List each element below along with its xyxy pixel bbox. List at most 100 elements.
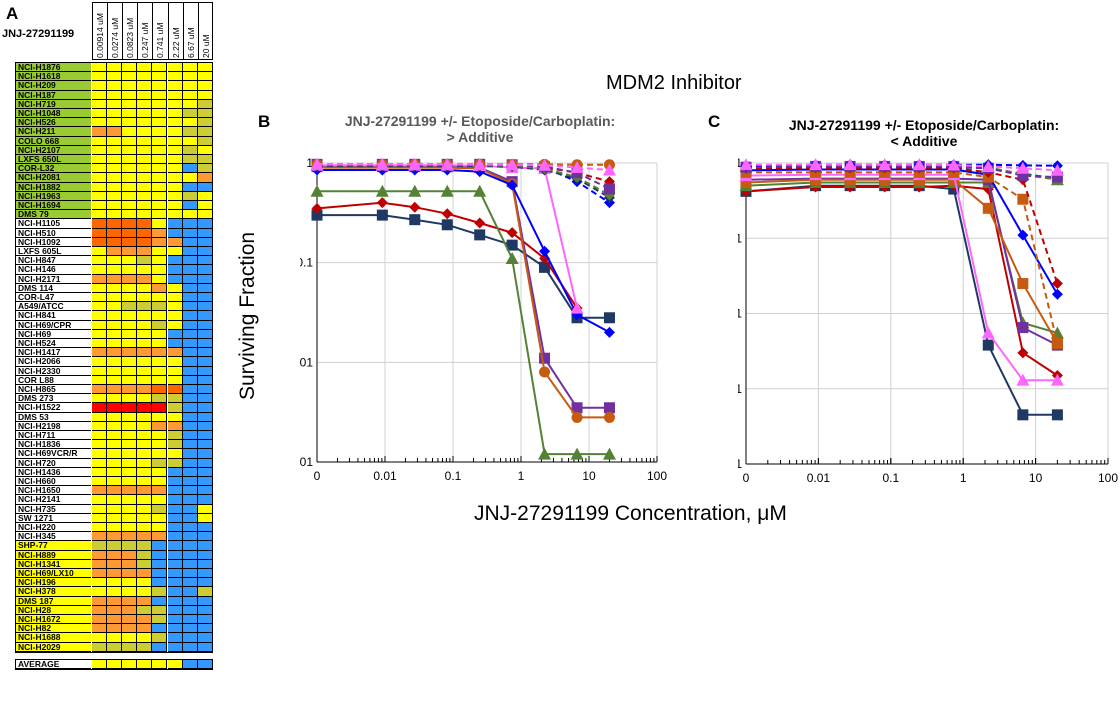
heatmap-cell [182, 366, 198, 376]
heatmap-cell [197, 219, 213, 229]
heatmap-cell [152, 81, 168, 91]
heatmap-cell [152, 513, 168, 523]
heatmap-cell [107, 201, 123, 211]
heatmap-cell [182, 541, 198, 551]
heatmap-cell [122, 421, 138, 431]
chart-b-title-line2: > Additive [446, 129, 514, 145]
heatmap-cell [197, 394, 213, 404]
heatmap-row-label: NCI-H2171 [16, 274, 91, 284]
heatmap-cell [92, 412, 108, 422]
heatmap-cell [152, 302, 168, 312]
data-point-square [1017, 170, 1029, 182]
heatmap-cell [167, 385, 183, 395]
heatmap-header-divider [107, 2, 109, 60]
heatmap-cell [92, 659, 108, 669]
heatmap-cell [197, 587, 213, 597]
data-point-square [603, 312, 615, 324]
heatmap-cell [92, 495, 108, 505]
heatmap-row-label: NCI-H220 [16, 523, 91, 533]
data-point-square [1017, 322, 1029, 334]
heatmap-cell [92, 210, 108, 220]
heatmap-cell [122, 403, 138, 413]
heatmap-cell [197, 605, 213, 615]
heatmap-cell [167, 642, 183, 652]
heatmap-cell [137, 127, 153, 137]
heatmap-cell [92, 201, 108, 211]
heatmap-cell [197, 569, 213, 579]
x-tick-label: 100 [647, 469, 667, 483]
heatmap-cell [152, 578, 168, 588]
heatmap-cell [197, 596, 213, 606]
data-point-diamond [1017, 347, 1029, 359]
data-point-triangle [570, 301, 584, 314]
heatmap-row-label: NCI-H1048 [16, 109, 91, 119]
heatmap-cell [122, 283, 138, 293]
data-point-triangle [408, 157, 422, 170]
heatmap-cell [137, 302, 153, 312]
heatmap-cell [107, 293, 123, 303]
heatmap-cell [122, 329, 138, 339]
heatmap-cell [167, 99, 183, 109]
heatmap-row-label: NCI-H187 [16, 90, 91, 100]
heatmap-row-label: NCI-H847 [16, 256, 91, 266]
heatmap-cell [122, 256, 138, 266]
heatmap-row-label: LXFS 650L [16, 155, 91, 165]
heatmap-cell [167, 81, 183, 91]
heatmap-cell [152, 348, 168, 358]
y-tick-label: 0.001 [738, 382, 742, 396]
data-point-square [1051, 409, 1063, 421]
heatmap-cell [122, 541, 138, 551]
heatmap-cell [137, 403, 153, 413]
heatmap-cell [197, 155, 213, 165]
data-point-triangle [809, 158, 823, 171]
heatmap-cell [167, 458, 183, 468]
heatmap-cell [122, 237, 138, 247]
heatmap-cell [197, 81, 213, 91]
heatmap-cell [182, 90, 198, 100]
heatmap-cell [152, 486, 168, 496]
heatmap-cell [152, 283, 168, 293]
heatmap-cell [197, 311, 213, 321]
heatmap-cell [107, 513, 123, 523]
heatmap-cell [152, 532, 168, 542]
data-point-triangle [602, 447, 616, 460]
heatmap-cell [182, 136, 198, 146]
heatmap-cell [182, 596, 198, 606]
heatmap-cell [197, 210, 213, 220]
heatmap-cell [152, 201, 168, 211]
heatmap-cell [92, 145, 108, 155]
heatmap-cell [107, 587, 123, 597]
heatmap-cell [197, 164, 213, 174]
heatmap-cell [107, 486, 123, 496]
heatmap-cell [167, 191, 183, 201]
heatmap-header-divider [137, 2, 139, 60]
heatmap-cell [167, 578, 183, 588]
heatmap-cell [107, 642, 123, 652]
heatmap-cell [122, 587, 138, 597]
heatmap-cell [107, 155, 123, 165]
heatmap-row-label: NCI-H1618 [16, 72, 91, 82]
heatmap-cell [137, 659, 153, 669]
heatmap-cell [122, 228, 138, 238]
heatmap-cell [152, 467, 168, 477]
heatmap-cell [197, 256, 213, 266]
heatmap-cell [152, 320, 168, 330]
heatmap-cell [167, 155, 183, 165]
heatmap-cell [182, 495, 198, 505]
heatmap-cell [137, 265, 153, 275]
heatmap-cell [122, 504, 138, 514]
heatmap-cell [92, 596, 108, 606]
heatmap-cell [152, 210, 168, 220]
heatmap-cell [107, 431, 123, 441]
heatmap-cell [137, 109, 153, 119]
data-point-diamond [474, 217, 486, 229]
heatmap-cell [197, 477, 213, 487]
heatmap-cell [197, 403, 213, 413]
heatmap-cell [182, 99, 198, 109]
heatmap-header-divider [182, 2, 184, 60]
heatmap-cell [107, 449, 123, 459]
heatmap-cell [107, 302, 123, 312]
heatmap-cell [137, 633, 153, 643]
heatmap-cell [137, 605, 153, 615]
heatmap-cell [122, 339, 138, 349]
